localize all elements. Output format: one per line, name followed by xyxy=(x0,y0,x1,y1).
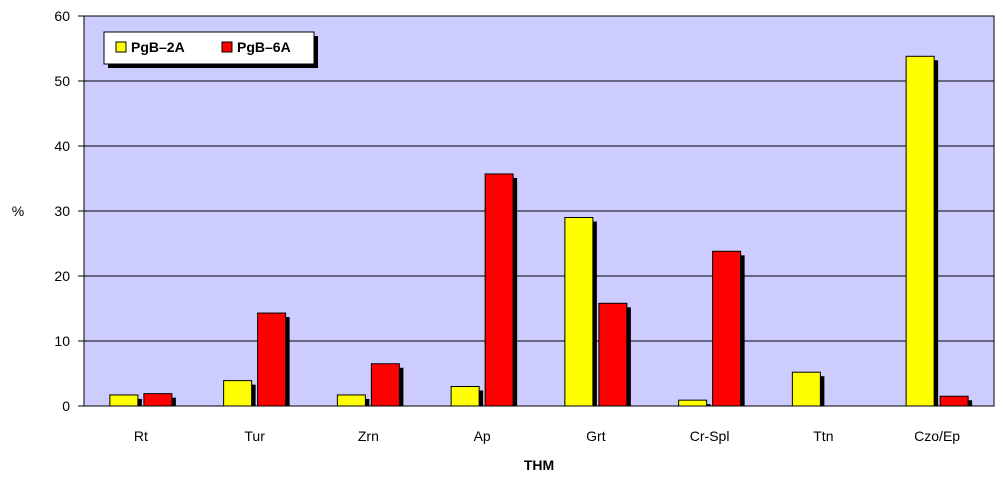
gridlines xyxy=(84,80,994,342)
y-tick-label: 0 xyxy=(62,398,70,414)
bar-2-ap xyxy=(484,173,514,407)
bar-1-ap xyxy=(450,386,480,407)
bar-2-cr-spl xyxy=(712,250,742,407)
bar-1-grt xyxy=(564,217,594,407)
bar-1-tur xyxy=(223,380,253,407)
x-axis: Rt Tur Zrn Ap Grt Cr-Spl Ttn Czo/Ep xyxy=(134,428,960,444)
bar-2-grt xyxy=(598,302,628,407)
x-axis-title: THM xyxy=(524,457,554,473)
legend-swatch-series-1 xyxy=(115,41,127,53)
y-tick-label: 40 xyxy=(54,138,70,154)
x-tick-label: Ap xyxy=(474,428,491,444)
y-axis-title: % xyxy=(12,203,24,219)
x-tick-label: Czo/Ep xyxy=(914,428,960,444)
legend-label-series-1: PgB–2A xyxy=(131,39,185,55)
legend-label-series-2: PgB–6A xyxy=(237,39,291,55)
bars xyxy=(109,55,973,407)
y-axis: 0 10 20 30 40 50 60 xyxy=(54,8,84,414)
y-tick-label: 60 xyxy=(54,8,70,24)
legend: PgB–2A PgB–6A xyxy=(103,31,318,68)
bar-1-zrn xyxy=(336,394,366,407)
bar-1-czo-ep xyxy=(905,55,935,407)
y-tick-label: 50 xyxy=(54,73,70,89)
x-tick-label: Ttn xyxy=(813,428,833,444)
legend-swatch-series-2 xyxy=(221,41,233,53)
bar-2-czo-ep xyxy=(939,395,969,407)
x-tick-label: Rt xyxy=(134,428,148,444)
bar-1-rt xyxy=(109,394,139,407)
bar-2-rt xyxy=(143,393,173,407)
x-tick-label: Grt xyxy=(586,428,606,444)
legend-box xyxy=(103,31,315,65)
x-tick-label: Cr-Spl xyxy=(690,428,730,444)
y-tick-label: 10 xyxy=(54,333,70,349)
bar-2-tur xyxy=(257,312,287,407)
bar-1-cr-spl xyxy=(678,399,708,407)
x-tick-label: Zrn xyxy=(358,428,379,444)
x-tick-label: Tur xyxy=(244,428,265,444)
y-tick-label: 30 xyxy=(54,203,70,219)
y-tick-label: 20 xyxy=(54,268,70,284)
bar-2-zrn xyxy=(370,363,400,407)
bar-1-ttn xyxy=(791,371,821,407)
